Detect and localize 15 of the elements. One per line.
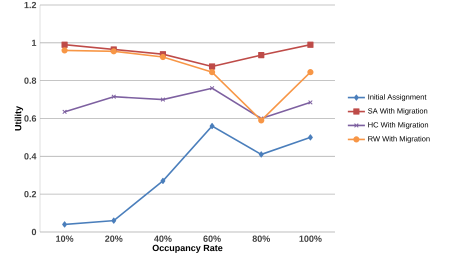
x-tick-label: 10% (56, 236, 74, 242)
x-tick-label: 20% (105, 236, 123, 242)
y-axis-title: Utility (14, 106, 24, 130)
y-tick-label: 1 (32, 40, 36, 46)
x-tick-label: 100% (299, 236, 322, 242)
x-tick-label: 80% (252, 236, 270, 242)
y-tick-label: 0.8 (24, 77, 36, 84)
y-tick-label: 0 (32, 228, 36, 236)
y-tick-label: 0.6 (24, 115, 36, 122)
y-tick-label: 0.2 (24, 190, 36, 198)
x-axis-title: Occupancy Rate (152, 244, 222, 253)
y-tick-label: 0.4 (24, 153, 36, 160)
x-tick-label: 60% (203, 236, 221, 242)
x-tick-label: 40% (154, 236, 172, 242)
y-tick-label: 1.2 (24, 2, 36, 8)
